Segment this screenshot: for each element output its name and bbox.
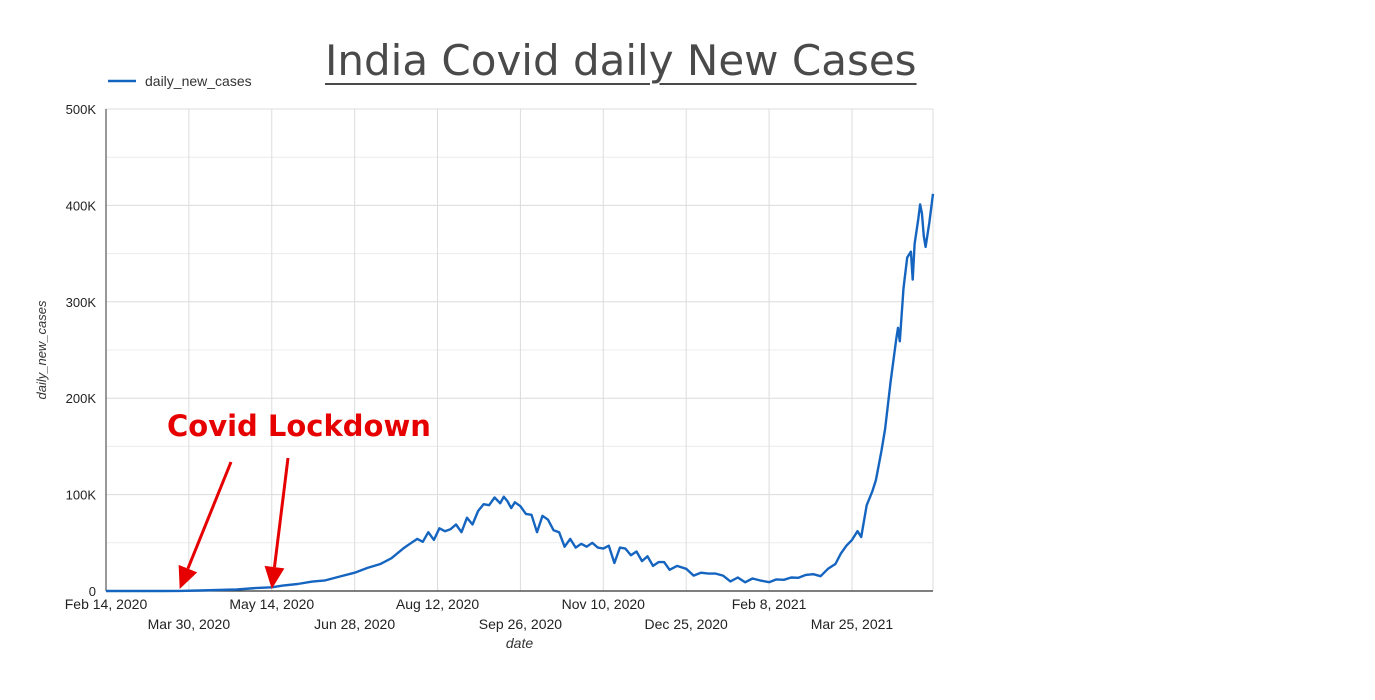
y-tick-label: 300K — [66, 295, 97, 310]
y-tick-label: 100K — [66, 488, 97, 503]
y-tick-label: 0 — [89, 584, 96, 599]
annotation-arrow-head — [264, 565, 285, 589]
x-tick-label: Dec 25, 2020 — [645, 616, 728, 632]
annotation-arrow-shaft — [272, 457, 290, 568]
annotation-arrow-shaft — [186, 461, 233, 570]
x-tick-label: Mar 25, 2021 — [811, 616, 894, 632]
series-line-daily-new-cases — [106, 193, 935, 593]
x-tick-label: May 14, 2020 — [229, 596, 314, 612]
y-tick-label: 500K — [66, 102, 97, 117]
x-tick-label: Sep 26, 2020 — [479, 616, 563, 632]
y-tick-label: 400K — [66, 198, 97, 213]
annotation-text: Covid Lockdown — [167, 409, 431, 443]
x-tick-label: Feb 14, 2020 — [65, 596, 148, 612]
y-axis-title: daily_new_cases — [34, 300, 49, 400]
x-tick-label: Jun 28, 2020 — [314, 616, 395, 632]
y-tick-label: 200K — [66, 391, 97, 406]
legend-label: daily_new_cases — [145, 73, 252, 89]
chart-title: India Covid daily New Cases — [325, 36, 917, 85]
x-axis-title: date — [506, 635, 533, 651]
x-tick-label: Feb 8, 2021 — [732, 596, 807, 612]
annotation-arrow-head — [178, 564, 198, 589]
x-tick-label: Nov 10, 2020 — [562, 596, 645, 612]
x-tick-label: Aug 12, 2020 — [396, 596, 480, 612]
x-tick-label: Mar 30, 2020 — [148, 616, 231, 632]
